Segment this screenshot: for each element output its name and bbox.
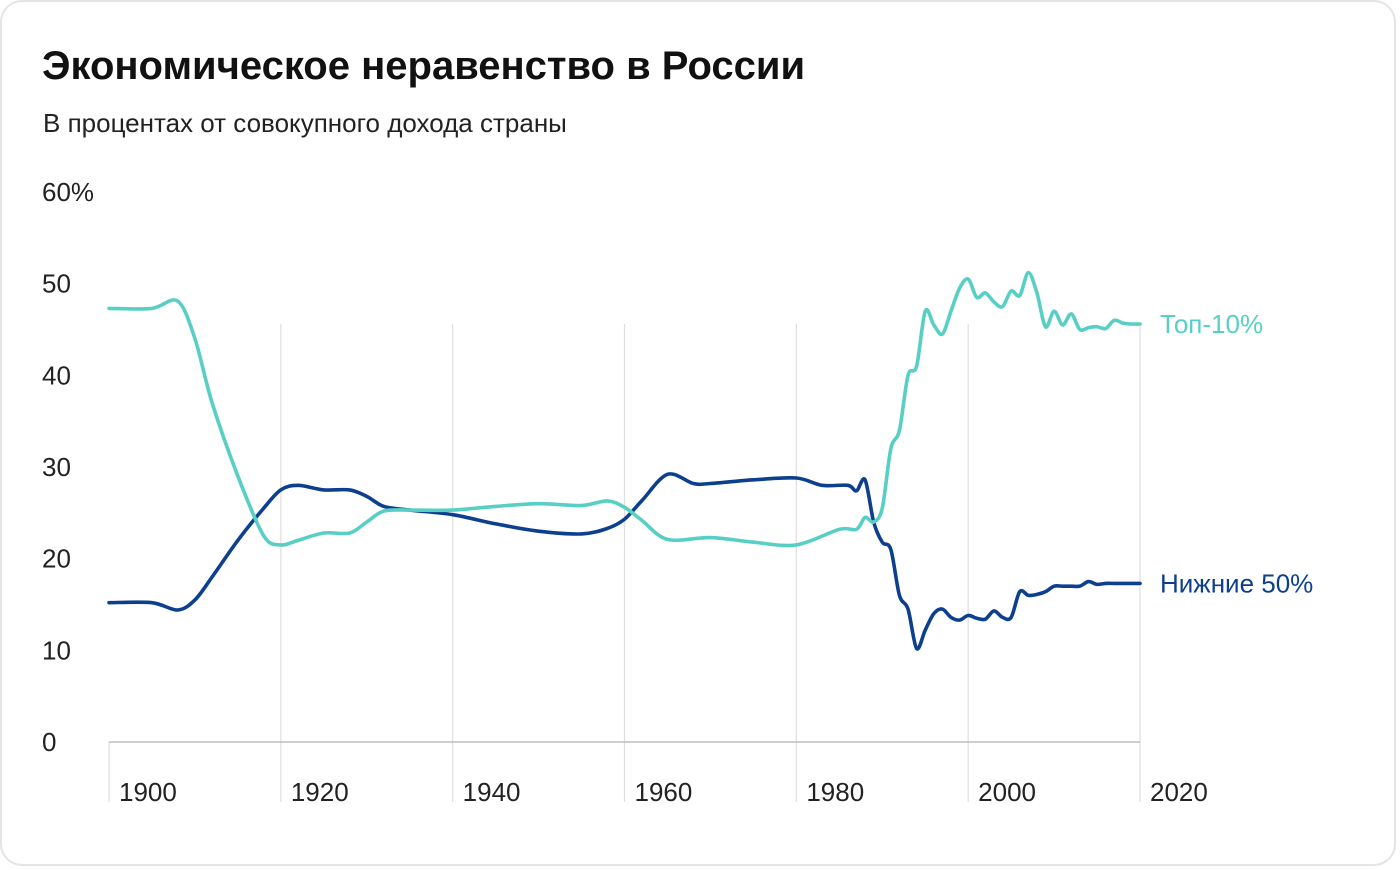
series-line-bottom50	[107, 472, 1142, 651]
x-tick-label-1900: 1900	[119, 777, 177, 807]
series-label-top10: Топ-10%	[1160, 309, 1263, 339]
y-tick-label-20: 20	[42, 544, 71, 574]
series-label-bottom50: Нижние 50%	[1160, 568, 1313, 598]
chart-subtitle: В процентах от совокупного дохода страны	[43, 108, 567, 138]
x-tick-label-2000: 2000	[978, 777, 1036, 807]
y-tick-label-10: 10	[42, 635, 71, 665]
y-tick-label-0: 0	[42, 727, 56, 757]
chart-title: Экономическое неравенство в России	[42, 44, 806, 88]
label-layer: Нижние 50% Топ-10%	[1160, 309, 1313, 598]
x-tick-label-1960: 1960	[635, 777, 693, 807]
axis-layer: 60% 50 40 30 20 10 0 1900 1920 1940 1960 1980 2000 20…	[42, 177, 1208, 807]
y-tick-label-60: 60%	[42, 177, 94, 207]
y-tick-label-30: 30	[42, 452, 71, 482]
y-tick-label-40: 40	[42, 360, 71, 390]
x-tick-label-2020: 2020	[1150, 777, 1208, 807]
x-tick-label-1980: 1980	[806, 777, 864, 807]
x-tick-label-1920: 1920	[291, 777, 349, 807]
series-layer	[107, 270, 1142, 651]
grid-layer	[108, 324, 1141, 802]
x-tick-label-1940: 1940	[463, 777, 521, 807]
series-line-top10	[107, 270, 1142, 548]
y-tick-label-50: 50	[42, 269, 71, 299]
